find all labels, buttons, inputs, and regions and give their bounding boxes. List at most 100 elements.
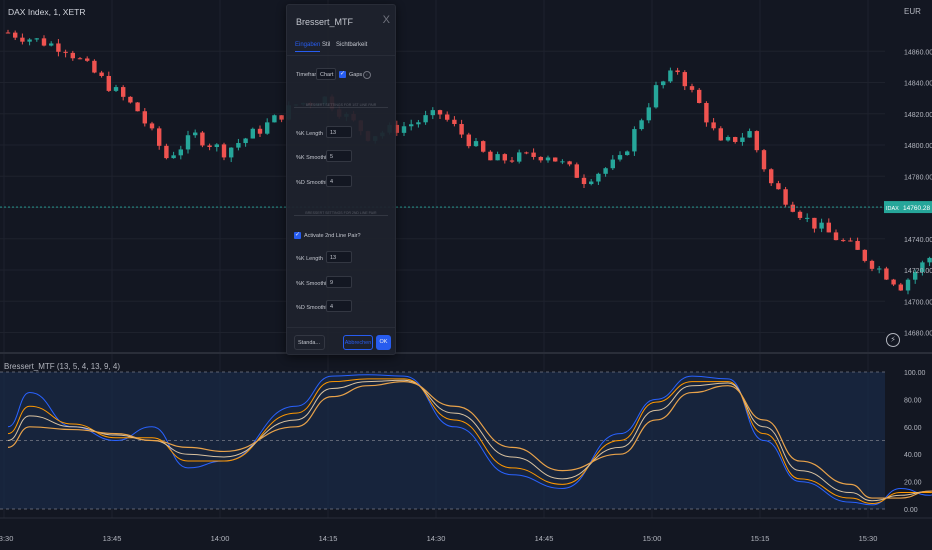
lightning-icon[interactable]: ⚡ xyxy=(886,333,900,347)
activate-pair2-label: Activate 2nd Line Pair? xyxy=(304,233,361,239)
indicator-line xyxy=(7,379,932,502)
pair1-d-smoothing-label: %D Smoothing xyxy=(296,180,333,186)
activate-pair2-checkbox[interactable]: ✓ xyxy=(294,232,301,239)
candle-body xyxy=(920,262,925,273)
tab-style[interactable]: Stil xyxy=(322,42,331,48)
timeframe-label: Timeframe xyxy=(296,72,323,78)
candle-body xyxy=(265,122,270,134)
pair1-k-length-label: %K Length xyxy=(296,131,323,137)
candle-body xyxy=(790,204,795,212)
candle-body xyxy=(877,268,882,270)
candle-body xyxy=(783,189,788,205)
candle-body xyxy=(913,272,918,280)
candle-body xyxy=(697,89,702,103)
pair1-k-length-input[interactable]: 13 xyxy=(326,126,352,138)
gaps-checkbox[interactable]: ✓ xyxy=(339,71,346,78)
candle-body xyxy=(596,173,601,182)
candle-body xyxy=(733,137,738,142)
indicator-title[interactable]: Bressert_MTF (13, 5, 4, 13, 9, 4) xyxy=(4,362,120,371)
candle-body xyxy=(819,222,824,229)
candle-body xyxy=(538,156,543,161)
candle-body xyxy=(214,144,219,147)
time-tick-label: 15:30 xyxy=(859,534,878,543)
candle-body xyxy=(20,37,25,42)
candle-body xyxy=(135,102,140,112)
candle-body xyxy=(459,124,464,135)
candle-body xyxy=(243,138,248,144)
tab-visibility[interactable]: Sichtbarkeit xyxy=(336,42,368,48)
timeframe-select[interactable]: Chart xyxy=(316,68,336,80)
candle-body xyxy=(610,159,615,169)
candle-body xyxy=(279,115,284,120)
price-tick-label: 14680.00 xyxy=(904,331,932,338)
candle-body xyxy=(754,131,759,151)
pair1-k-smoothing-input[interactable]: 5 xyxy=(326,150,352,162)
candle-body xyxy=(841,240,846,242)
candle-body xyxy=(812,217,817,229)
last-price-symbol: IDAX xyxy=(886,206,899,212)
candle-body xyxy=(185,135,191,150)
candle-body xyxy=(589,181,594,185)
time-tick-label: 13:45 xyxy=(103,534,122,543)
candle-body xyxy=(855,240,860,250)
dialog-title: Bressert_MTF xyxy=(296,17,354,27)
indicator-line xyxy=(7,374,932,506)
candle-body xyxy=(495,154,500,161)
candle-body xyxy=(34,38,39,40)
ok-button[interactable]: OK xyxy=(376,335,391,350)
candle-body xyxy=(661,81,666,86)
time-axis[interactable]: 13:30 13:45 14:00 14:15 14:30 14:45 15:00 15:15… xyxy=(0,517,932,543)
price-tick-label: 14780.00 xyxy=(904,174,932,181)
tab-inputs[interactable]: Eingaben xyxy=(295,42,321,52)
candle-body xyxy=(149,123,155,129)
candlestick-series xyxy=(5,29,932,295)
candle-body xyxy=(99,72,104,76)
candle-body xyxy=(545,157,551,161)
candle-body xyxy=(560,161,565,163)
candle-body xyxy=(142,111,147,124)
candle-body xyxy=(927,257,932,263)
candle-body xyxy=(171,155,176,159)
candle-body xyxy=(675,70,680,73)
candle-body xyxy=(639,120,644,130)
candle-body xyxy=(905,279,911,291)
candle-body xyxy=(56,43,61,52)
candle-body xyxy=(617,155,623,160)
defaults-dropdown[interactable]: Standa... ▾ xyxy=(294,335,325,350)
price-tick-label: 14800.00 xyxy=(904,143,932,150)
candle-body xyxy=(502,154,507,161)
candle-body xyxy=(718,128,723,141)
symbol-title[interactable]: DAX Index, 1, XETR xyxy=(8,7,85,17)
indicator-line xyxy=(7,380,932,499)
candle-body xyxy=(869,260,875,269)
candle-body xyxy=(517,152,522,162)
candle-body xyxy=(272,115,277,123)
pair2-k-length-input[interactable]: 13 xyxy=(326,251,352,263)
indicator-axis[interactable]: 100.00 80.00 60.00 40.00 20.00 0.00 xyxy=(904,370,926,514)
candle-body xyxy=(747,131,752,138)
candle-body xyxy=(92,60,97,73)
candle-body xyxy=(797,211,803,218)
price-tick-label: 14700.00 xyxy=(904,299,932,306)
candle-body xyxy=(488,151,493,161)
pair2-k-smoothing-input[interactable]: 9 xyxy=(326,276,352,288)
pair1-d-smoothing-input[interactable]: 4 xyxy=(326,175,352,187)
pair2-d-smoothing-input[interactable]: 4 xyxy=(326,300,352,312)
cancel-button[interactable]: Abbrechen xyxy=(343,335,373,350)
price-tick-label: 14740.00 xyxy=(904,237,932,244)
candle-body xyxy=(466,134,471,147)
price-axis[interactable]: 14860.00 14840.00 14820.00 14800.00 14780.00… xyxy=(904,49,932,337)
close-icon[interactable]: X xyxy=(382,14,390,26)
candle-body xyxy=(653,85,659,108)
candle-body xyxy=(632,129,637,152)
candle-body xyxy=(257,128,263,134)
candle-body xyxy=(481,141,486,152)
candle-body xyxy=(452,119,457,125)
candle-body xyxy=(473,141,479,147)
candle-body xyxy=(524,152,529,154)
candle-body xyxy=(668,70,673,82)
settings-dialog: Bressert_MTF X Eingaben Stil Sichtbarkei… xyxy=(286,4,396,355)
info-icon[interactable]: i xyxy=(363,71,371,79)
candle-body xyxy=(603,168,608,174)
section-separator-2: BRESSERT SETTINGS FOR 2ND LINE PAIR xyxy=(294,211,388,219)
